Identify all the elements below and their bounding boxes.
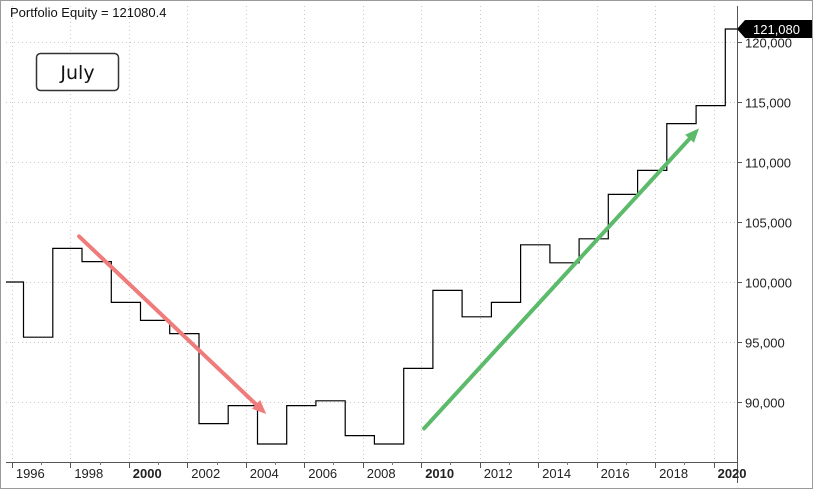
x-tick-label: 2004	[250, 466, 279, 481]
last-value-badge: 121,080	[737, 20, 812, 38]
x-tick-label: 2010	[425, 466, 454, 481]
last-value-badge-shape	[737, 20, 812, 38]
x-tick-label: 2018	[659, 466, 688, 481]
month-label-box: July	[35, 52, 120, 92]
equity-line	[6, 28, 737, 445]
y-tick-label: 115,000	[745, 96, 791, 111]
y-axis-ticks: 90,000 95,000 100,000 105,000 110,000 115,000…	[737, 36, 792, 411]
x-tick-label: 1998	[74, 466, 103, 481]
y-tick-label: 110,000	[745, 156, 791, 171]
x-tick-label: 2002	[191, 466, 220, 481]
grid-lines	[6, 6, 737, 462]
x-tick-label: 2016	[601, 466, 630, 481]
y-tick-label: 100,000	[745, 276, 792, 291]
x-tick-label: 2014	[542, 466, 571, 481]
month-label: July	[59, 62, 94, 84]
month-label-frame	[35, 52, 120, 92]
y-tick-label: 95,000	[745, 336, 785, 351]
y-tick-label: 120,000	[745, 36, 792, 51]
uptrend-arrow-shaft	[422, 136, 692, 431]
x-axis-ticks: 1996 1998 2000 2002 2004 2006 2008 2010 2012 2014…	[12, 462, 747, 481]
x-tick-label: 2008	[367, 466, 396, 481]
axes	[6, 6, 738, 483]
y-tick-label: 105,000	[745, 216, 792, 231]
x-tick-label: 2006	[308, 466, 337, 481]
x-tick-label: 2012	[484, 466, 513, 481]
downtrend-arrow-shaft	[77, 234, 259, 407]
series-layer	[6, 28, 737, 445]
x-tick-label: 2020	[718, 466, 747, 481]
uptrend-arrow-head	[685, 128, 699, 143]
trend-arrows	[77, 128, 699, 431]
downtrend-arrow-head	[252, 400, 267, 414]
x-tick-label: 2000	[133, 466, 162, 481]
chart-title: Portfolio Equity = 121080.4	[10, 5, 166, 20]
x-tick-label: 1996	[16, 466, 45, 481]
last-value-label: 121,080	[753, 22, 800, 37]
y-tick-label: 90,000	[745, 396, 785, 411]
